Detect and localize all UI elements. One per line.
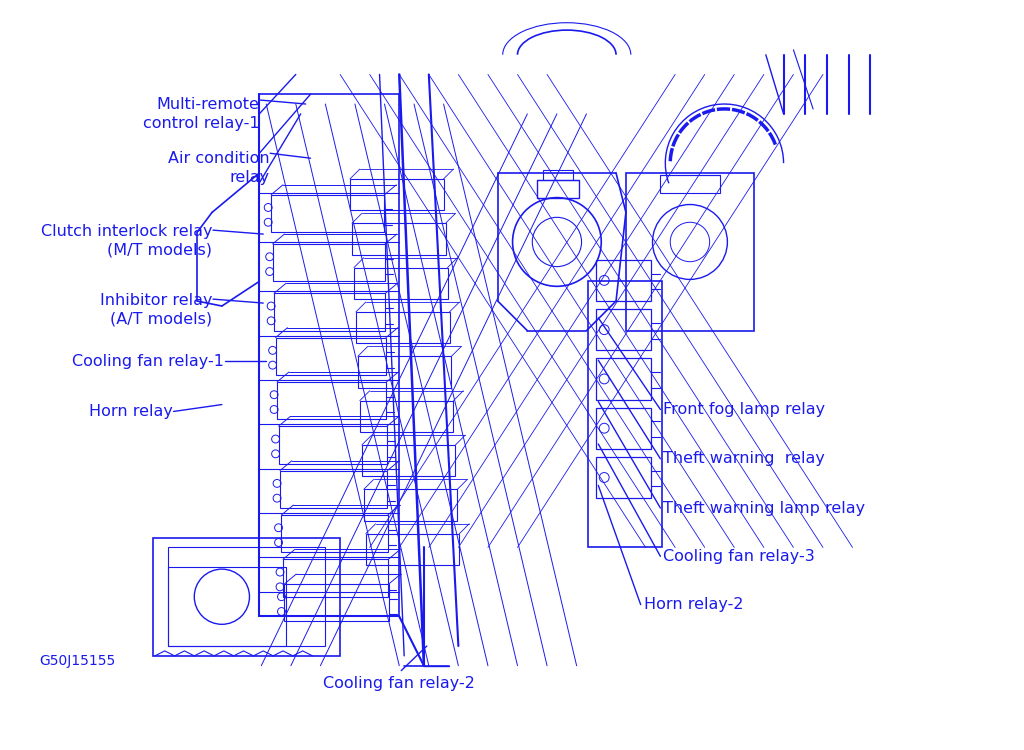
Bar xyxy=(279,426,387,464)
Text: Horn relay-2: Horn relay-2 xyxy=(644,597,743,612)
Bar xyxy=(275,338,386,375)
Bar xyxy=(626,173,754,331)
Bar xyxy=(354,268,447,299)
Text: G50J15155: G50J15155 xyxy=(40,654,116,668)
Bar xyxy=(589,281,663,548)
Bar xyxy=(361,445,456,476)
Bar xyxy=(357,356,452,388)
Text: Cooling fan relay-1: Cooling fan relay-1 xyxy=(72,354,224,369)
Bar xyxy=(274,293,385,331)
Bar xyxy=(660,175,720,193)
Text: Cooling fan relay-3: Cooling fan relay-3 xyxy=(664,549,815,564)
Text: Front fog lamp relay: Front fog lamp relay xyxy=(664,402,825,417)
Bar xyxy=(283,560,388,597)
Text: Inhibitor relay
(A/T models): Inhibitor relay (A/T models) xyxy=(99,293,212,327)
Bar xyxy=(538,180,579,198)
Bar xyxy=(596,457,650,498)
Bar xyxy=(168,548,326,646)
Bar xyxy=(153,538,340,656)
Text: Theft warning lamp relay: Theft warning lamp relay xyxy=(664,500,865,515)
Bar xyxy=(350,179,443,211)
Bar xyxy=(356,312,450,344)
Text: Horn relay: Horn relay xyxy=(89,404,173,419)
Bar xyxy=(282,515,388,552)
Text: Cooling fan relay-2: Cooling fan relay-2 xyxy=(324,676,475,691)
Text: Clutch interlock relay
(M/T models): Clutch interlock relay (M/T models) xyxy=(41,224,212,258)
Bar xyxy=(285,584,389,621)
Bar xyxy=(168,567,286,646)
Bar xyxy=(278,382,386,419)
Bar xyxy=(272,244,385,281)
Text: Multi-remote
control relay-1: Multi-remote control relay-1 xyxy=(142,97,259,130)
Bar xyxy=(596,407,650,449)
Bar xyxy=(543,170,572,180)
Text: Air condition
relay: Air condition relay xyxy=(168,152,269,185)
Bar xyxy=(596,260,650,301)
Bar xyxy=(352,224,445,255)
Bar xyxy=(364,489,458,520)
Bar xyxy=(596,358,650,400)
Bar xyxy=(596,309,650,350)
Bar xyxy=(366,534,460,566)
Bar xyxy=(271,195,384,232)
Text: Theft warning  relay: Theft warning relay xyxy=(664,452,825,466)
Bar xyxy=(280,470,387,508)
Bar xyxy=(359,400,454,432)
